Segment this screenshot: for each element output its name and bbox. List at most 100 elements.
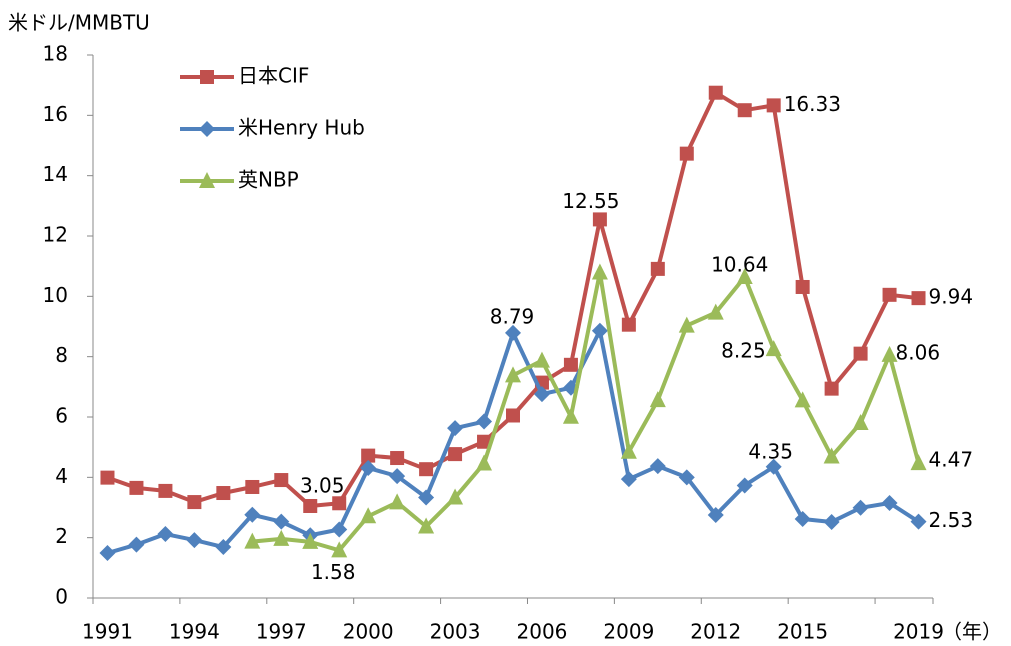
marker — [128, 536, 145, 553]
y-tick-label: 14 — [43, 162, 68, 186]
marker — [157, 526, 174, 543]
series-line — [252, 270, 921, 553]
marker — [649, 391, 666, 408]
data-label: 8.25 — [721, 339, 766, 363]
marker — [824, 381, 839, 396]
marker — [187, 495, 202, 510]
y-tick-label: 12 — [43, 223, 68, 247]
data-label: 4.35 — [748, 439, 793, 463]
marker — [650, 261, 665, 276]
marker — [245, 479, 260, 494]
marker — [852, 414, 869, 431]
marker — [216, 486, 231, 501]
data-label: 3.05 — [300, 473, 345, 497]
y-tick-label: 4 — [55, 464, 68, 488]
marker — [679, 146, 694, 161]
marker — [765, 340, 782, 357]
marker — [852, 499, 869, 516]
x-tick-label: 1991 — [82, 620, 133, 644]
x-tick-label: 2006 — [517, 620, 568, 644]
marker — [620, 442, 637, 459]
x-tick-label: 2009 — [603, 620, 654, 644]
y-tick-label: 0 — [55, 585, 68, 609]
legend-label: 米Henry Hub — [238, 116, 365, 140]
data-label: 4.47 — [929, 448, 974, 472]
marker — [678, 469, 695, 486]
marker — [736, 268, 753, 285]
legend-label: 日本CIF — [238, 64, 309, 88]
marker — [477, 434, 492, 449]
y-tick-label: 6 — [55, 404, 68, 428]
x-tick-label: 1994 — [169, 620, 220, 644]
marker — [274, 473, 289, 488]
marker — [533, 351, 550, 368]
marker — [621, 317, 636, 332]
marker — [360, 507, 377, 524]
marker — [331, 541, 348, 558]
marker — [853, 346, 868, 361]
marker — [302, 532, 319, 549]
x-axis-title: （年） — [942, 620, 1002, 644]
marker — [129, 480, 144, 495]
y-tick-label: 10 — [43, 283, 68, 307]
x-tick-label: 2012 — [690, 620, 741, 644]
marker — [332, 496, 347, 511]
marker — [244, 506, 261, 523]
marker — [766, 98, 781, 113]
marker — [331, 521, 348, 538]
marker — [447, 488, 464, 505]
marker — [591, 263, 608, 280]
marker — [476, 413, 493, 430]
marker — [563, 357, 578, 372]
marker — [506, 408, 520, 423]
marker — [882, 287, 897, 302]
marker — [418, 489, 435, 506]
marker — [910, 454, 927, 471]
marker — [823, 513, 840, 530]
marker — [794, 391, 811, 408]
marker — [200, 70, 214, 84]
marker — [158, 483, 173, 498]
marker — [389, 493, 406, 510]
y-tick-label: 2 — [55, 524, 68, 548]
y-tick-label: 18 — [43, 42, 68, 66]
series-line — [106, 90, 919, 508]
marker — [215, 539, 232, 556]
data-label: 1.58 — [311, 560, 356, 584]
marker — [707, 507, 724, 524]
marker — [99, 545, 116, 562]
marker — [418, 517, 435, 534]
marker — [273, 513, 290, 530]
data-label: 12.55 — [562, 189, 619, 213]
marker — [273, 529, 290, 546]
x-tick-label: 2000 — [343, 620, 394, 644]
marker — [708, 85, 723, 100]
data-label: 10.64 — [711, 253, 768, 277]
marker — [186, 532, 203, 549]
marker — [533, 386, 550, 403]
x-tick-label: 2015 — [777, 620, 828, 644]
marker — [390, 451, 405, 466]
marker — [303, 498, 318, 513]
marker — [562, 407, 579, 424]
marker — [448, 447, 463, 462]
x-tick-label: 2003 — [430, 620, 481, 644]
marker — [620, 471, 637, 488]
data-label: 2.53 — [929, 508, 974, 532]
marker — [505, 366, 521, 383]
x-tick-label: 1997 — [256, 620, 307, 644]
marker — [360, 459, 377, 476]
marker — [765, 458, 782, 475]
marker — [795, 279, 810, 294]
y-tick-label: 16 — [43, 102, 68, 126]
marker — [100, 470, 115, 485]
marker — [649, 458, 666, 475]
marker — [199, 172, 215, 188]
legend-label: 英NBP — [238, 168, 299, 192]
marker — [910, 513, 927, 530]
data-label: 16.33 — [784, 92, 841, 116]
marker — [881, 345, 898, 362]
marker — [361, 448, 376, 463]
marker — [678, 316, 695, 333]
